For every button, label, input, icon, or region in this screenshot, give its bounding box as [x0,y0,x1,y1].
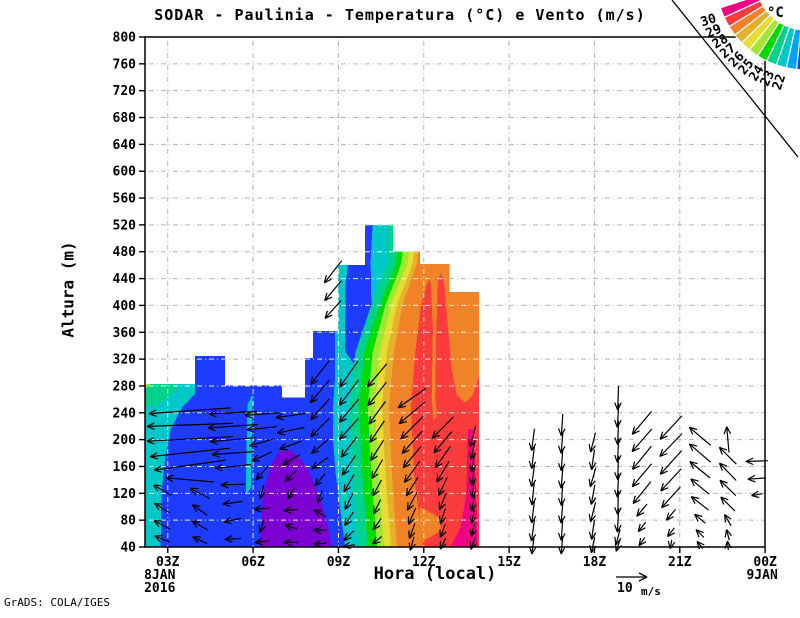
plot-frame [144,36,766,548]
x-tick-label: 21Z [668,555,692,570]
y-tick-label: 640 [113,138,137,153]
y-tick-label: 440 [113,272,137,287]
corner-diagonal-line [671,0,799,158]
y-tick-label: 200 [113,433,137,448]
y-tick-label: 160 [113,460,137,475]
y-tick-label: 120 [113,487,137,502]
reference-arrow [616,572,648,582]
y-tick-label: 280 [113,379,137,394]
x-tick-label: 03Z [156,555,180,570]
x-axis-title: Hora (local) [373,564,497,584]
grads-watermark: GrADS: COLA/IGES [4,596,110,609]
legend-boundary-label: 29 [704,22,724,42]
date-end: 9JAN [746,568,777,583]
y-tick-label: 760 [113,57,137,72]
y-tick-label: 80 [120,514,136,529]
temp-region-4-22-23C [245,394,253,495]
y-tick-label: 680 [113,111,137,126]
temp-region-5-<20C [259,449,332,547]
reference-arrow-unit: m/s [641,585,661,598]
y-tick-label: 560 [113,192,137,207]
legend-boundary-label: 23 [758,68,778,89]
wind-vectors [146,260,768,555]
x-tick-label: 15Z [497,555,521,570]
date-start-line2: 2016 [144,581,175,596]
legend-boundary-label: 22 [770,72,789,92]
y-tick-label: 400 [113,299,137,314]
x-tick-label: 06Z [241,555,265,570]
y-tick-label: 480 [113,245,137,260]
y-tick-labels: 800 760 720 680 640 600 560 520 480 440 400 360 320 2… [113,31,137,556]
temp-region-1-23-24C [145,383,177,408]
y-axis-title: Altura (m) [58,241,78,338]
y-tick-label: 360 [113,326,137,341]
temp-region-14-28-29C [426,263,479,421]
y-tick-label: 320 [113,353,137,368]
legend-unit-label: °C [767,5,784,21]
x-tick-label: 12Z [412,555,436,570]
temp-region-2-25-26C [145,383,151,390]
y-tick-label: 240 [113,406,137,421]
y-tick-label: 520 [113,218,137,233]
temp-region-15-28-29C [419,506,441,543]
x-tick-label: 00Z [753,555,777,570]
y-tick-label: 40 [120,541,136,556]
legend-boundary-label: 28 [710,31,731,52]
y-tick-label: 800 [113,31,137,46]
x-tick-label: 18Z [583,555,607,570]
y-tick-label: 600 [113,165,137,180]
y-tick-label: 720 [113,84,137,99]
legend-boundary-label: 30 [699,11,719,30]
date-start-line1: 8JAN [144,568,175,583]
legend-color-segment [795,31,800,71]
page-title: SODAR - Paulinia - Temperatura (°C) e Ve… [154,6,646,24]
reference-arrow-value: 10 [617,581,633,596]
x-tick-label: 09Z [327,555,351,570]
legend-boundary-label: 24 [746,63,767,84]
